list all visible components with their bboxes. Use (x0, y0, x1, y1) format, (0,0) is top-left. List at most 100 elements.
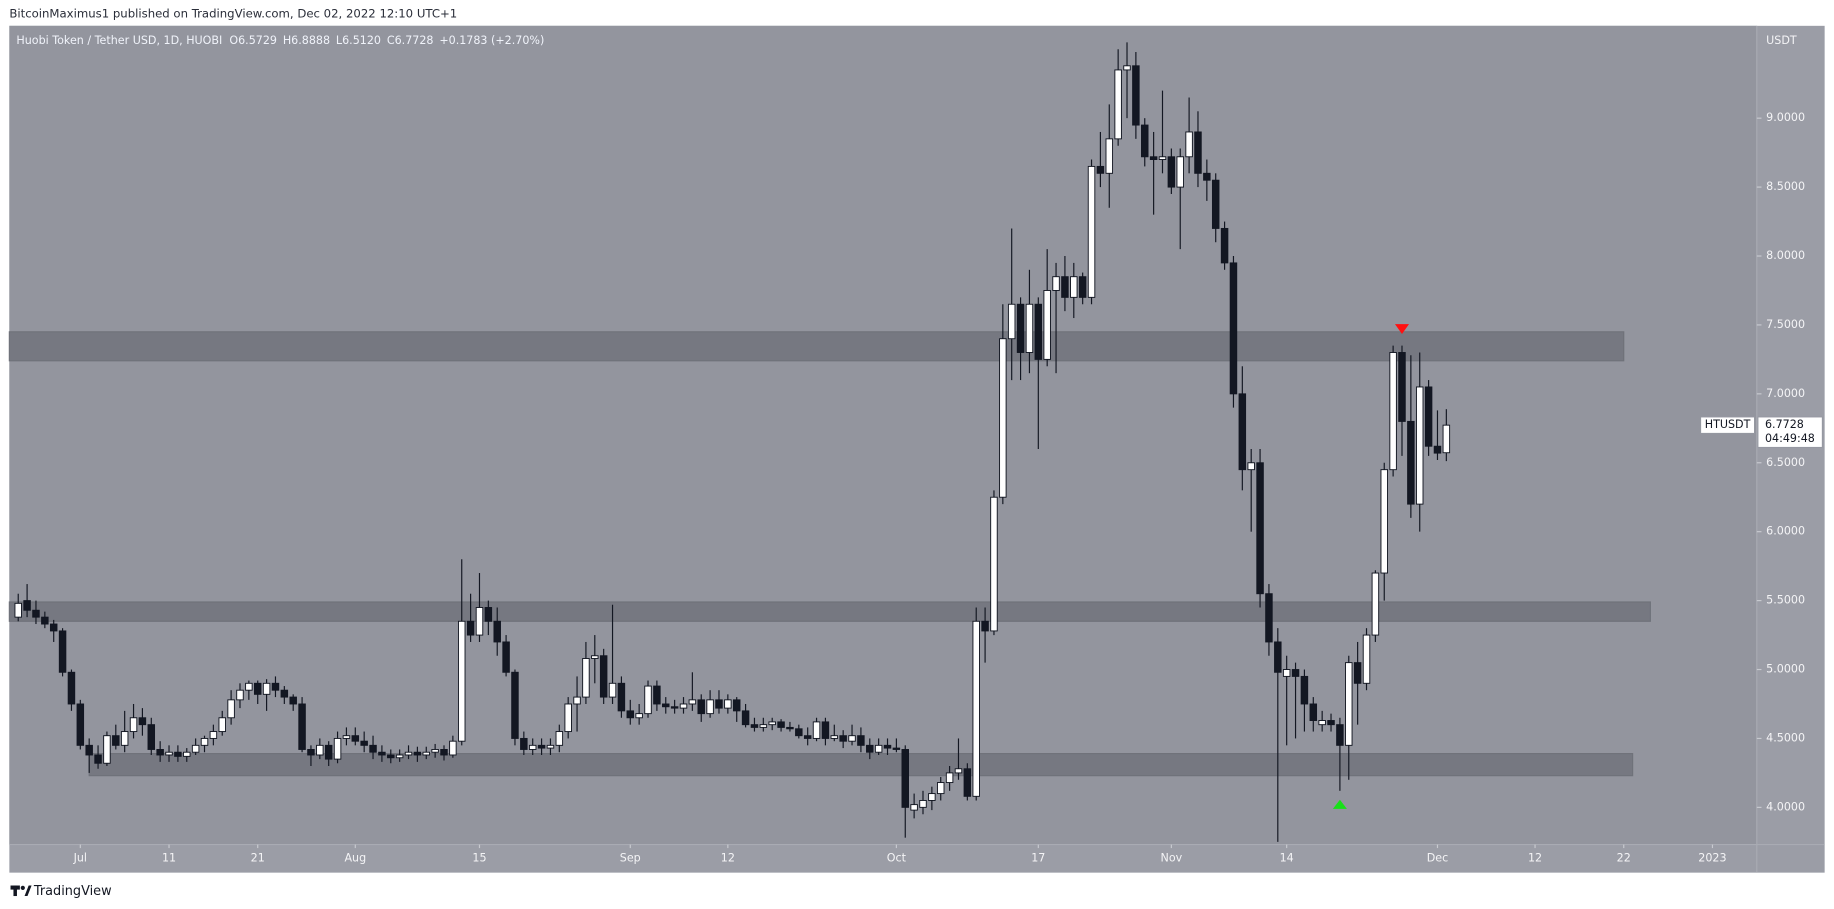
candle-body (1407, 420, 1415, 505)
candle-body (466, 620, 475, 636)
candle-body (1061, 276, 1069, 298)
candle-body (1336, 724, 1344, 746)
footer-brand: TradingView (33, 884, 112, 899)
candle-body (839, 735, 847, 742)
candle-body (1203, 172, 1211, 181)
y-tick-label: 4.5000 (1766, 731, 1805, 744)
logo-part (13, 885, 17, 897)
candle-body (209, 731, 218, 739)
candle-body (58, 630, 67, 673)
candle-body (546, 744, 555, 749)
y-tick-label: 7.5000 (1766, 318, 1805, 331)
candle-body (1371, 572, 1380, 636)
candle-body (1282, 669, 1291, 677)
candle-body (1096, 165, 1105, 174)
candle-body (236, 689, 244, 701)
x-tick-label: 12 (721, 852, 735, 865)
candle-body (1052, 276, 1060, 291)
candle-body (23, 600, 31, 611)
candle-body (404, 751, 413, 756)
candle-body (1043, 290, 1051, 360)
candle-body (103, 735, 111, 764)
candle-body (475, 607, 484, 636)
candle-body (750, 724, 759, 728)
candle-body (1345, 662, 1353, 746)
x-tick-label: 22 (1617, 852, 1631, 865)
candle-body (653, 685, 661, 705)
candle-body (1025, 303, 1034, 353)
candle-body (1078, 276, 1087, 298)
x-tick-label: Nov (1161, 852, 1183, 865)
candle-body (803, 735, 812, 739)
candle-body (387, 754, 395, 759)
legend-value: 6.7728 (395, 34, 434, 47)
y-tick-label: 5.5000 (1766, 594, 1805, 607)
candle-body (1274, 641, 1282, 673)
candle-body (1362, 634, 1371, 684)
legend-key: O (229, 34, 238, 47)
candle-body (697, 699, 705, 715)
candle-body (493, 620, 501, 643)
candle-body (174, 751, 182, 757)
candle-body (200, 737, 209, 746)
candle-body (14, 602, 22, 618)
candle-body (945, 772, 954, 784)
legend-value: 6.8888 (291, 34, 330, 47)
candle-body (715, 699, 723, 709)
x-tick-label: 15 (472, 852, 486, 865)
candle-body (1309, 703, 1318, 721)
x-tick-label: 2023 (1698, 852, 1726, 865)
candle-body (1398, 352, 1406, 422)
legend: Huobi Token / Tether USD, 1D, HUOBI O6.57… (16, 34, 544, 47)
candle-body (537, 744, 546, 749)
candle-body (1007, 303, 1016, 340)
candle-body (777, 721, 785, 728)
candle-body (812, 721, 821, 739)
candle-body (1123, 65, 1131, 71)
candle-body (333, 737, 342, 760)
candle-body (156, 749, 164, 756)
candle-body (1247, 462, 1255, 471)
candle-body (1415, 386, 1424, 505)
candle-body (147, 724, 156, 750)
candle-body (936, 782, 945, 795)
candle-body (981, 620, 989, 632)
candle-body (768, 721, 776, 726)
x-tick-label: 21 (251, 852, 265, 865)
y-tick-label: 8.5000 (1766, 180, 1805, 193)
candle-body (1194, 131, 1202, 174)
legend-value: 6.5729 (238, 34, 277, 47)
zone (8, 601, 1651, 622)
candle-body (120, 731, 129, 746)
candle-body (520, 737, 528, 750)
candle-body (502, 641, 510, 673)
candle-body (1238, 393, 1247, 471)
candle-body (307, 749, 315, 756)
candle-body (830, 735, 839, 739)
candle-body (183, 751, 191, 757)
candle-body (599, 655, 608, 698)
candle-body (378, 751, 386, 756)
candle-body (732, 699, 741, 712)
candle-body (41, 616, 49, 625)
candle-body (1149, 156, 1158, 160)
candle-body (1167, 156, 1176, 188)
candle-body (608, 682, 617, 698)
symbol-tag-box (1700, 416, 1755, 434)
x-tick-label: Oct (887, 852, 907, 865)
candle-body (617, 682, 626, 712)
candle-body (1229, 262, 1238, 395)
candle-body (954, 768, 963, 774)
candle-body (582, 658, 590, 698)
candle-body (591, 655, 599, 659)
candle-body (324, 744, 333, 760)
candle-body (706, 699, 714, 715)
candle-body (1132, 65, 1140, 126)
plot-area (9, 25, 1757, 845)
candle-body (1442, 424, 1451, 454)
candle-body (1211, 179, 1220, 229)
candle-body (892, 747, 901, 750)
candle-body (972, 620, 980, 797)
candle-body (741, 710, 750, 726)
